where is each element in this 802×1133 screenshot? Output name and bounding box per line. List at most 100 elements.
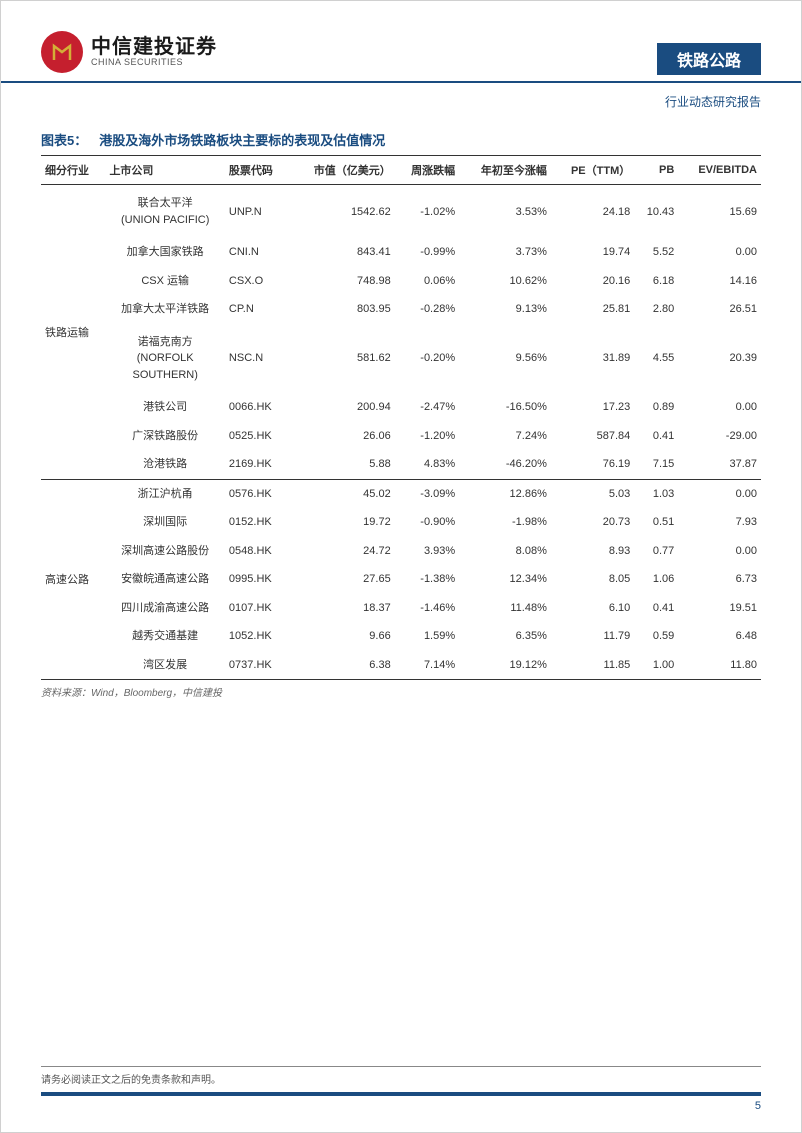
ev-cell: 26.51 [678,295,761,324]
pe-cell: 19.74 [551,238,634,267]
code-cell: 1052.HK [225,622,289,651]
code-cell: CSX.O [225,267,289,296]
pe-cell: 11.79 [551,622,634,651]
mcap-cell: 27.65 [289,565,394,594]
code-cell: 0066.HK [225,393,289,422]
ychg-cell: -46.20% [459,450,551,479]
company-cell: 联合太平洋(UNION PACIFIC) [105,185,224,239]
mcap-cell: 200.94 [289,393,394,422]
table-row: 广深铁路股份0525.HK26.06-1.20%7.24%587.840.41-… [41,422,761,451]
ychg-cell: 7.24% [459,422,551,451]
table-row: 湾区发展0737.HK6.387.14%19.12%11.851.0011.80 [41,651,761,680]
pe-cell: 8.93 [551,537,634,566]
table-source: 资料来源：Wind，Bloomberg，中信建投 [41,680,761,699]
ev-cell: 37.87 [678,450,761,479]
wchg-cell: 3.93% [395,537,459,566]
wchg-cell: 1.59% [395,622,459,651]
col-company: 上市公司 [105,156,224,185]
code-cell: CNI.N [225,238,289,267]
ychg-cell: 11.48% [459,594,551,623]
wchg-cell: -2.47% [395,393,459,422]
pe-cell: 31.89 [551,324,634,394]
code-cell: 0995.HK [225,565,289,594]
ychg-cell: -16.50% [459,393,551,422]
mcap-cell: 5.88 [289,450,394,479]
page-header: 中信建投证券 CHINA SECURITIES 铁路公路 [1,1,801,83]
logo-text-en: CHINA SECURITIES [91,58,217,68]
ychg-cell: -1.98% [459,508,551,537]
pe-cell: 17.23 [551,393,634,422]
wchg-cell: -0.99% [395,238,459,267]
pb-cell: 7.15 [634,450,678,479]
code-cell: 0525.HK [225,422,289,451]
pb-cell: 0.89 [634,393,678,422]
ev-cell: 6.48 [678,622,761,651]
col-ev: EV/EBITDA [678,156,761,185]
wchg-cell: -1.20% [395,422,459,451]
pb-cell: 0.41 [634,422,678,451]
footer-disclaimer: 请务必阅读正文之后的免责条款和声明。 [41,1066,761,1086]
code-cell: NSC.N [225,324,289,394]
table-caption: 港股及海外市场铁路板块主要标的表现及估值情况 [99,133,385,148]
category-cell: 高速公路 [41,479,105,680]
pb-cell: 0.59 [634,622,678,651]
mcap-cell: 748.98 [289,267,394,296]
company-cell: 深圳国际 [105,508,224,537]
company-cell: 加拿大国家铁路 [105,238,224,267]
mcap-cell: 6.38 [289,651,394,680]
table-row: 越秀交通基建1052.HK9.661.59%6.35%11.790.596.48 [41,622,761,651]
company-cell: 诺福克南方(NORFOLKSOUTHERN) [105,324,224,394]
company-cell: 安徽皖通高速公路 [105,565,224,594]
mcap-cell: 45.02 [289,479,394,508]
ev-cell: 6.73 [678,565,761,594]
wchg-cell: -1.02% [395,185,459,239]
table-header-row: 细分行业 上市公司 股票代码 市值（亿美元） 周涨跌幅 年初至今涨幅 PE（TT… [41,156,761,185]
ev-cell: 14.16 [678,267,761,296]
company-cell: 湾区发展 [105,651,224,680]
company-cell: 深圳高速公路股份 [105,537,224,566]
table-row: 加拿大国家铁路CNI.N843.41-0.99%3.73%19.745.520.… [41,238,761,267]
wchg-cell: -1.38% [395,565,459,594]
table-row: 安徽皖通高速公路0995.HK27.65-1.38%12.34%8.051.06… [41,565,761,594]
main-content: 图表5： 港股及海外市场铁路板块主要标的表现及估值情况 细分行业 上市公司 股票代… [1,110,801,699]
pb-cell: 6.18 [634,267,678,296]
mcap-cell: 26.06 [289,422,394,451]
ychg-cell: 9.13% [459,295,551,324]
pe-cell: 587.84 [551,422,634,451]
mcap-cell: 24.72 [289,537,394,566]
table-row: 港铁公司0066.HK200.94-2.47%-16.50%17.230.890… [41,393,761,422]
pb-cell: 4.55 [634,324,678,394]
pe-cell: 76.19 [551,450,634,479]
ychg-cell: 10.62% [459,267,551,296]
table-group-rail: 铁路运输联合太平洋(UNION PACIFIC)UNP.N1542.62-1.0… [41,185,761,480]
col-category: 细分行业 [41,156,105,185]
valuation-table: 细分行业 上市公司 股票代码 市值（亿美元） 周涨跌幅 年初至今涨幅 PE（TT… [41,155,761,680]
wchg-cell: 4.83% [395,450,459,479]
code-cell: 0548.HK [225,537,289,566]
col-pb: PB [634,156,678,185]
company-cell: 浙江沪杭甬 [105,479,224,508]
ychg-cell: 3.73% [459,238,551,267]
table-row: 诺福克南方(NORFOLKSOUTHERN)NSC.N581.62-0.20%9… [41,324,761,394]
pe-cell: 6.10 [551,594,634,623]
code-cell: 0107.HK [225,594,289,623]
ychg-cell: 19.12% [459,651,551,680]
report-type: 行业动态研究报告 [1,83,801,110]
table-number: 图表5： [41,133,87,148]
company-cell: CSX 运输 [105,267,224,296]
company-cell: 沧港铁路 [105,450,224,479]
mcap-cell: 19.72 [289,508,394,537]
ev-cell: 7.93 [678,508,761,537]
wchg-cell: -0.20% [395,324,459,394]
code-cell: 0737.HK [225,651,289,680]
ev-cell: 0.00 [678,393,761,422]
wchg-cell: -0.90% [395,508,459,537]
pe-cell: 5.03 [551,479,634,508]
mcap-cell: 843.41 [289,238,394,267]
company-cell: 四川成渝高速公路 [105,594,224,623]
mcap-cell: 1542.62 [289,185,394,239]
mcap-cell: 803.95 [289,295,394,324]
pe-cell: 8.05 [551,565,634,594]
ev-cell: 15.69 [678,185,761,239]
ychg-cell: 12.34% [459,565,551,594]
